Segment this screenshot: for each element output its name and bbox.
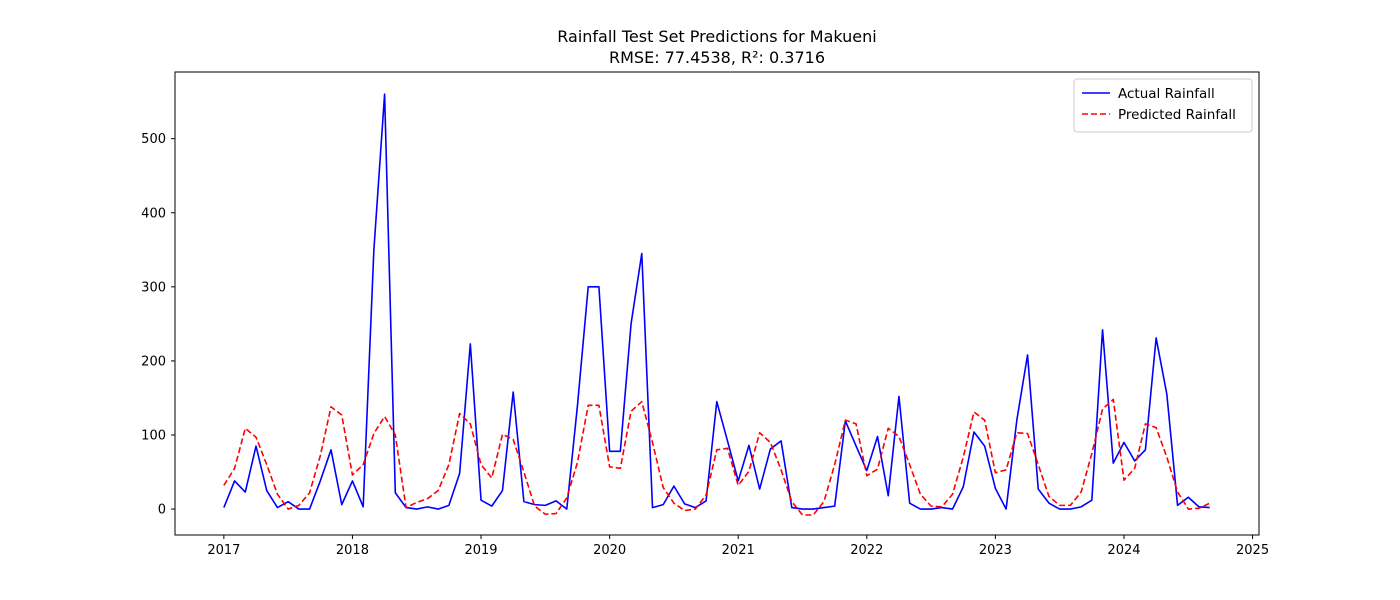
legend: Actual Rainfall Predicted Rainfall: [1073, 78, 1253, 133]
chart-subtitle: RMSE: 77.4538, R²: 0.3716: [609, 48, 825, 67]
x-tick-label: 2019: [464, 543, 497, 558]
y-tick-label: 0: [158, 503, 166, 518]
x-tick-label: 2024: [1107, 543, 1140, 558]
legend-label: Predicted Rainfall: [1118, 107, 1236, 123]
x-tick-label: 2025: [1236, 543, 1269, 558]
x-tick-label: 2017: [207, 543, 240, 558]
chart-title: Rainfall Test Set Predictions for Makuen…: [557, 27, 877, 46]
x-tick-label: 2021: [722, 543, 755, 558]
axes-frame: [174, 71, 1260, 536]
series-line-actual-rainfall: [223, 93, 1210, 510]
x-tick-label: 2018: [336, 543, 369, 558]
y-tick-label: 400: [141, 206, 166, 221]
legend-label: Actual Rainfall: [1118, 86, 1215, 102]
legend-box: [1073, 78, 1253, 133]
x-tick-label: 2020: [593, 543, 626, 558]
series-layer: [223, 93, 1211, 516]
x-tick-label: 2022: [850, 543, 883, 558]
y-tick-label: 300: [141, 280, 166, 295]
y-tick-label: 500: [141, 132, 166, 147]
y-axis: 0 100 200 300 400 500: [141, 132, 175, 518]
series-line-predicted-rainfall: [223, 398, 1211, 516]
y-tick-label: 200: [141, 354, 166, 369]
y-tick-label: 100: [141, 428, 166, 443]
x-tick-label: 2023: [979, 543, 1012, 558]
x-axis: 2017 2018 2019 2020 2021 2022 2023 2024 2025: [207, 535, 1269, 558]
